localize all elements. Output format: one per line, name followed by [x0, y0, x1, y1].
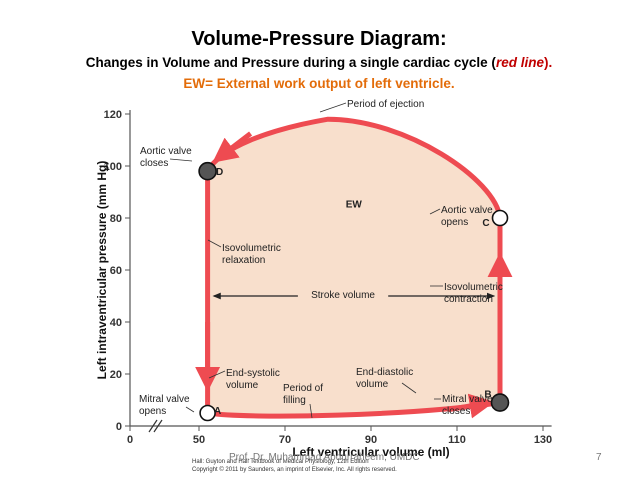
isovolumetric-relaxation-text: relaxation [222, 255, 265, 266]
slide-title: Volume-Pressure Diagram: [191, 28, 447, 50]
mitral-valve-closes-text: Mitral valve [442, 394, 493, 405]
stroke-volume-label-bg [297, 288, 389, 301]
footer-author: Prof. Dr. Muhammad Abdurraheem, UMDC [229, 452, 420, 463]
aortic-valve-closes-text: closes [140, 158, 168, 169]
subtitle-red-line: red line [495, 55, 544, 70]
point-d-label: D [216, 167, 223, 178]
y-tick-label: 0 [116, 421, 122, 433]
x-tick-label: 110 [448, 434, 466, 446]
y-tick-label: 60 [110, 265, 122, 277]
y-axis-label: Left intraventricular pressure (mm Hg) [95, 161, 109, 380]
x-tick-label: 130 [534, 434, 552, 446]
mitral-valve-opens-leader [185, 406, 195, 413]
x-axis-label: Left ventricular volume (ml) [292, 445, 449, 459]
axis-break-mark [153, 419, 163, 433]
period-of-filling-text: Period of [283, 383, 323, 394]
point-c-marker [491, 209, 509, 227]
mitral-valve-closes-text: closes [442, 406, 470, 417]
isovolumetric-relaxation-text: Isovolumetric [222, 243, 281, 254]
ew-definition: EW= External work output of left ventric… [183, 76, 455, 91]
ew-area-label: EW [346, 200, 363, 211]
isovolumetric-contraction-text: Isovolumetric [444, 282, 503, 293]
point-a-label: A [214, 406, 221, 417]
subtitle-prefix: Changes in Volume and Pressure during a … [85, 55, 496, 70]
x-tick-label: 70 [279, 434, 291, 446]
end-diastolic-volume-text: volume [356, 379, 389, 390]
x-tick-label: 50 [193, 434, 205, 446]
y-tick-label: 40 [110, 317, 122, 329]
figure-credit-line: Hall: Guyton and Hall Textbook of Medica… [192, 459, 369, 465]
aortic-valve-closes-leader [169, 158, 193, 162]
aortic-valve-opens-text: opens [441, 217, 468, 228]
point-b-label: B [484, 390, 491, 401]
aortic-valve-opens-text: Aortic valve [441, 205, 493, 216]
y-tick-label: 80 [110, 213, 122, 225]
aortic-valve-closes-text: Aortic valve [140, 146, 192, 157]
end-diastolic-volume-text: End-diastolic [356, 367, 413, 378]
x-tick-label: 90 [365, 434, 377, 446]
point-d-marker [198, 161, 217, 181]
y-tick-label: 100 [104, 161, 122, 173]
mitral-valve-opens-text: opens [139, 406, 166, 417]
period-of-ejection-leader [319, 102, 347, 113]
period-of-filling-leader [309, 403, 313, 419]
end-systolic-volume-text: End-systolic [226, 368, 280, 379]
aortic-valve-opens-leader [429, 208, 441, 215]
isovolumetric-contraction-text: contraction [444, 294, 493, 305]
ejection-direction-arrow [212, 131, 253, 163]
end-systolic-volume-text: volume [226, 380, 259, 391]
point-a-marker [199, 404, 216, 422]
point-b-marker [490, 393, 510, 412]
y-tick-label: 120 [104, 109, 122, 121]
end-systolic-volume-leader [208, 370, 226, 379]
mitral-valve-opens-text: Mitral valve [139, 394, 190, 405]
y-tick-label: 20 [110, 369, 122, 381]
period-of-ejection-text: Period of ejection [347, 99, 424, 110]
x-tick-label: 0 [127, 434, 133, 446]
slide-number: 7 [596, 452, 602, 463]
period-of-filling-text: filling [283, 395, 306, 406]
isovolumetric-relaxation-leader [207, 239, 222, 248]
subtitle-suffix: ). [543, 55, 553, 70]
axis-break-mark [148, 419, 158, 433]
stroke-volume-text: Stroke volume [311, 290, 375, 301]
point-c-label: C [482, 218, 489, 229]
figure-credit-line: Copyright © 2011 by Saunders, an imprint… [192, 466, 397, 473]
slide-subtitle: Changes in Volume and Pressure during a … [0, 55, 638, 70]
loop-fill [207, 119, 500, 417]
pressure-volume-loop [205, 116, 503, 419]
end-diastolic-volume-leader [401, 382, 417, 394]
filling-direction-arrow [447, 393, 495, 419]
